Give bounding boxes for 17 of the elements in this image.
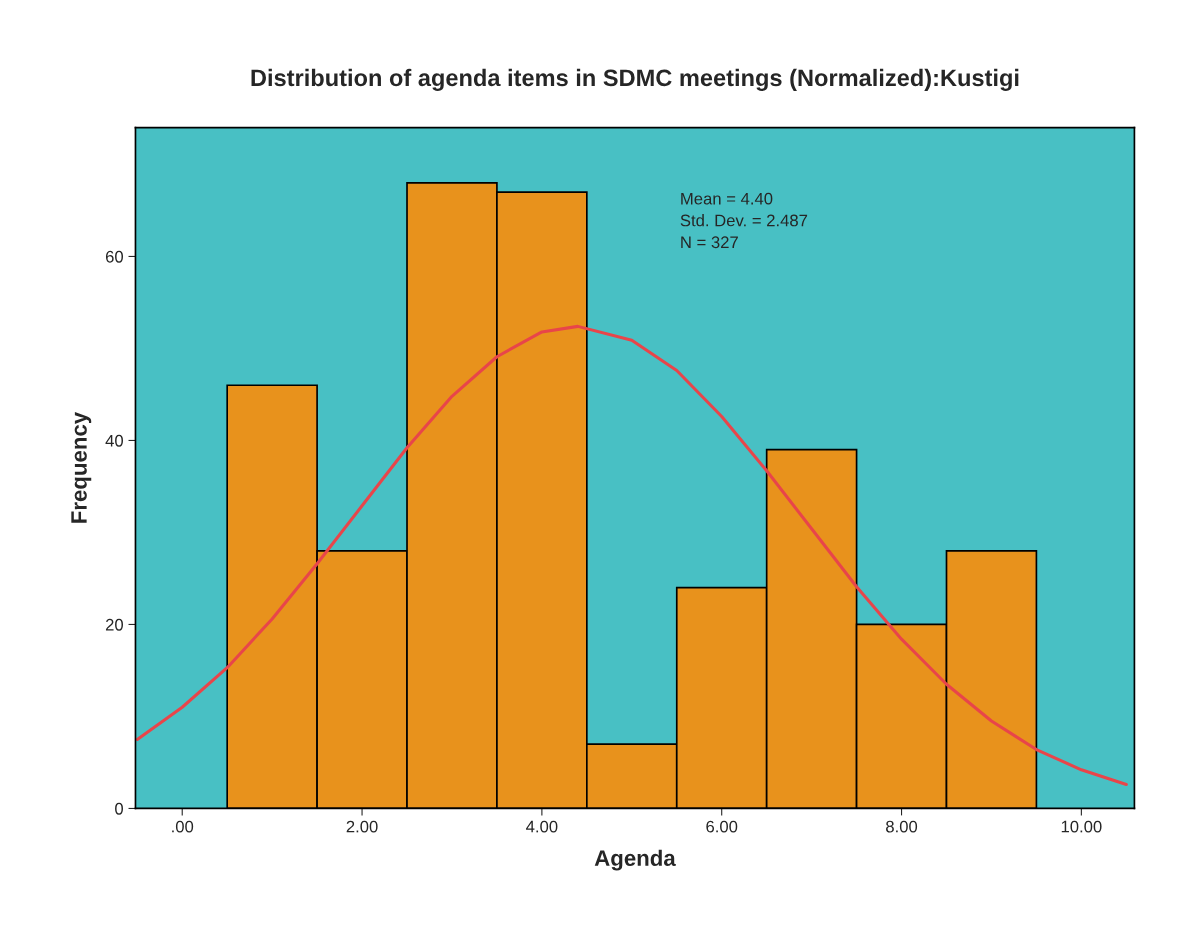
y-tick-label: 0 — [115, 802, 124, 815]
x-tick-label: 10.00 — [1061, 820, 1102, 833]
x-tick-label: 6.00 — [706, 820, 738, 833]
annotation: Std. Dev. = 2.487 — [680, 214, 808, 227]
y-tick-label: 40 — [105, 434, 124, 447]
chart-title: Distribution of agenda items in SDMC meetings (Normalized):Kustigi — [251, 68, 1019, 91]
x-tick-label: .00 — [172, 820, 194, 833]
annotation: N = 327 — [681, 236, 738, 249]
x-tick-label: 8.00 — [886, 820, 918, 833]
y-tick-label: 60 — [105, 250, 124, 263]
x-tick-label: 2.00 — [346, 820, 378, 833]
x-tick-label: 4.00 — [526, 820, 558, 833]
y-tick-label: 20 — [105, 618, 124, 631]
line-series — [135, 324, 1128, 787]
annotation: Mean = 4.40 — [681, 192, 773, 205]
y-axis-title: Frequency — [71, 411, 92, 523]
x-axis-title: Agenda — [594, 849, 676, 871]
